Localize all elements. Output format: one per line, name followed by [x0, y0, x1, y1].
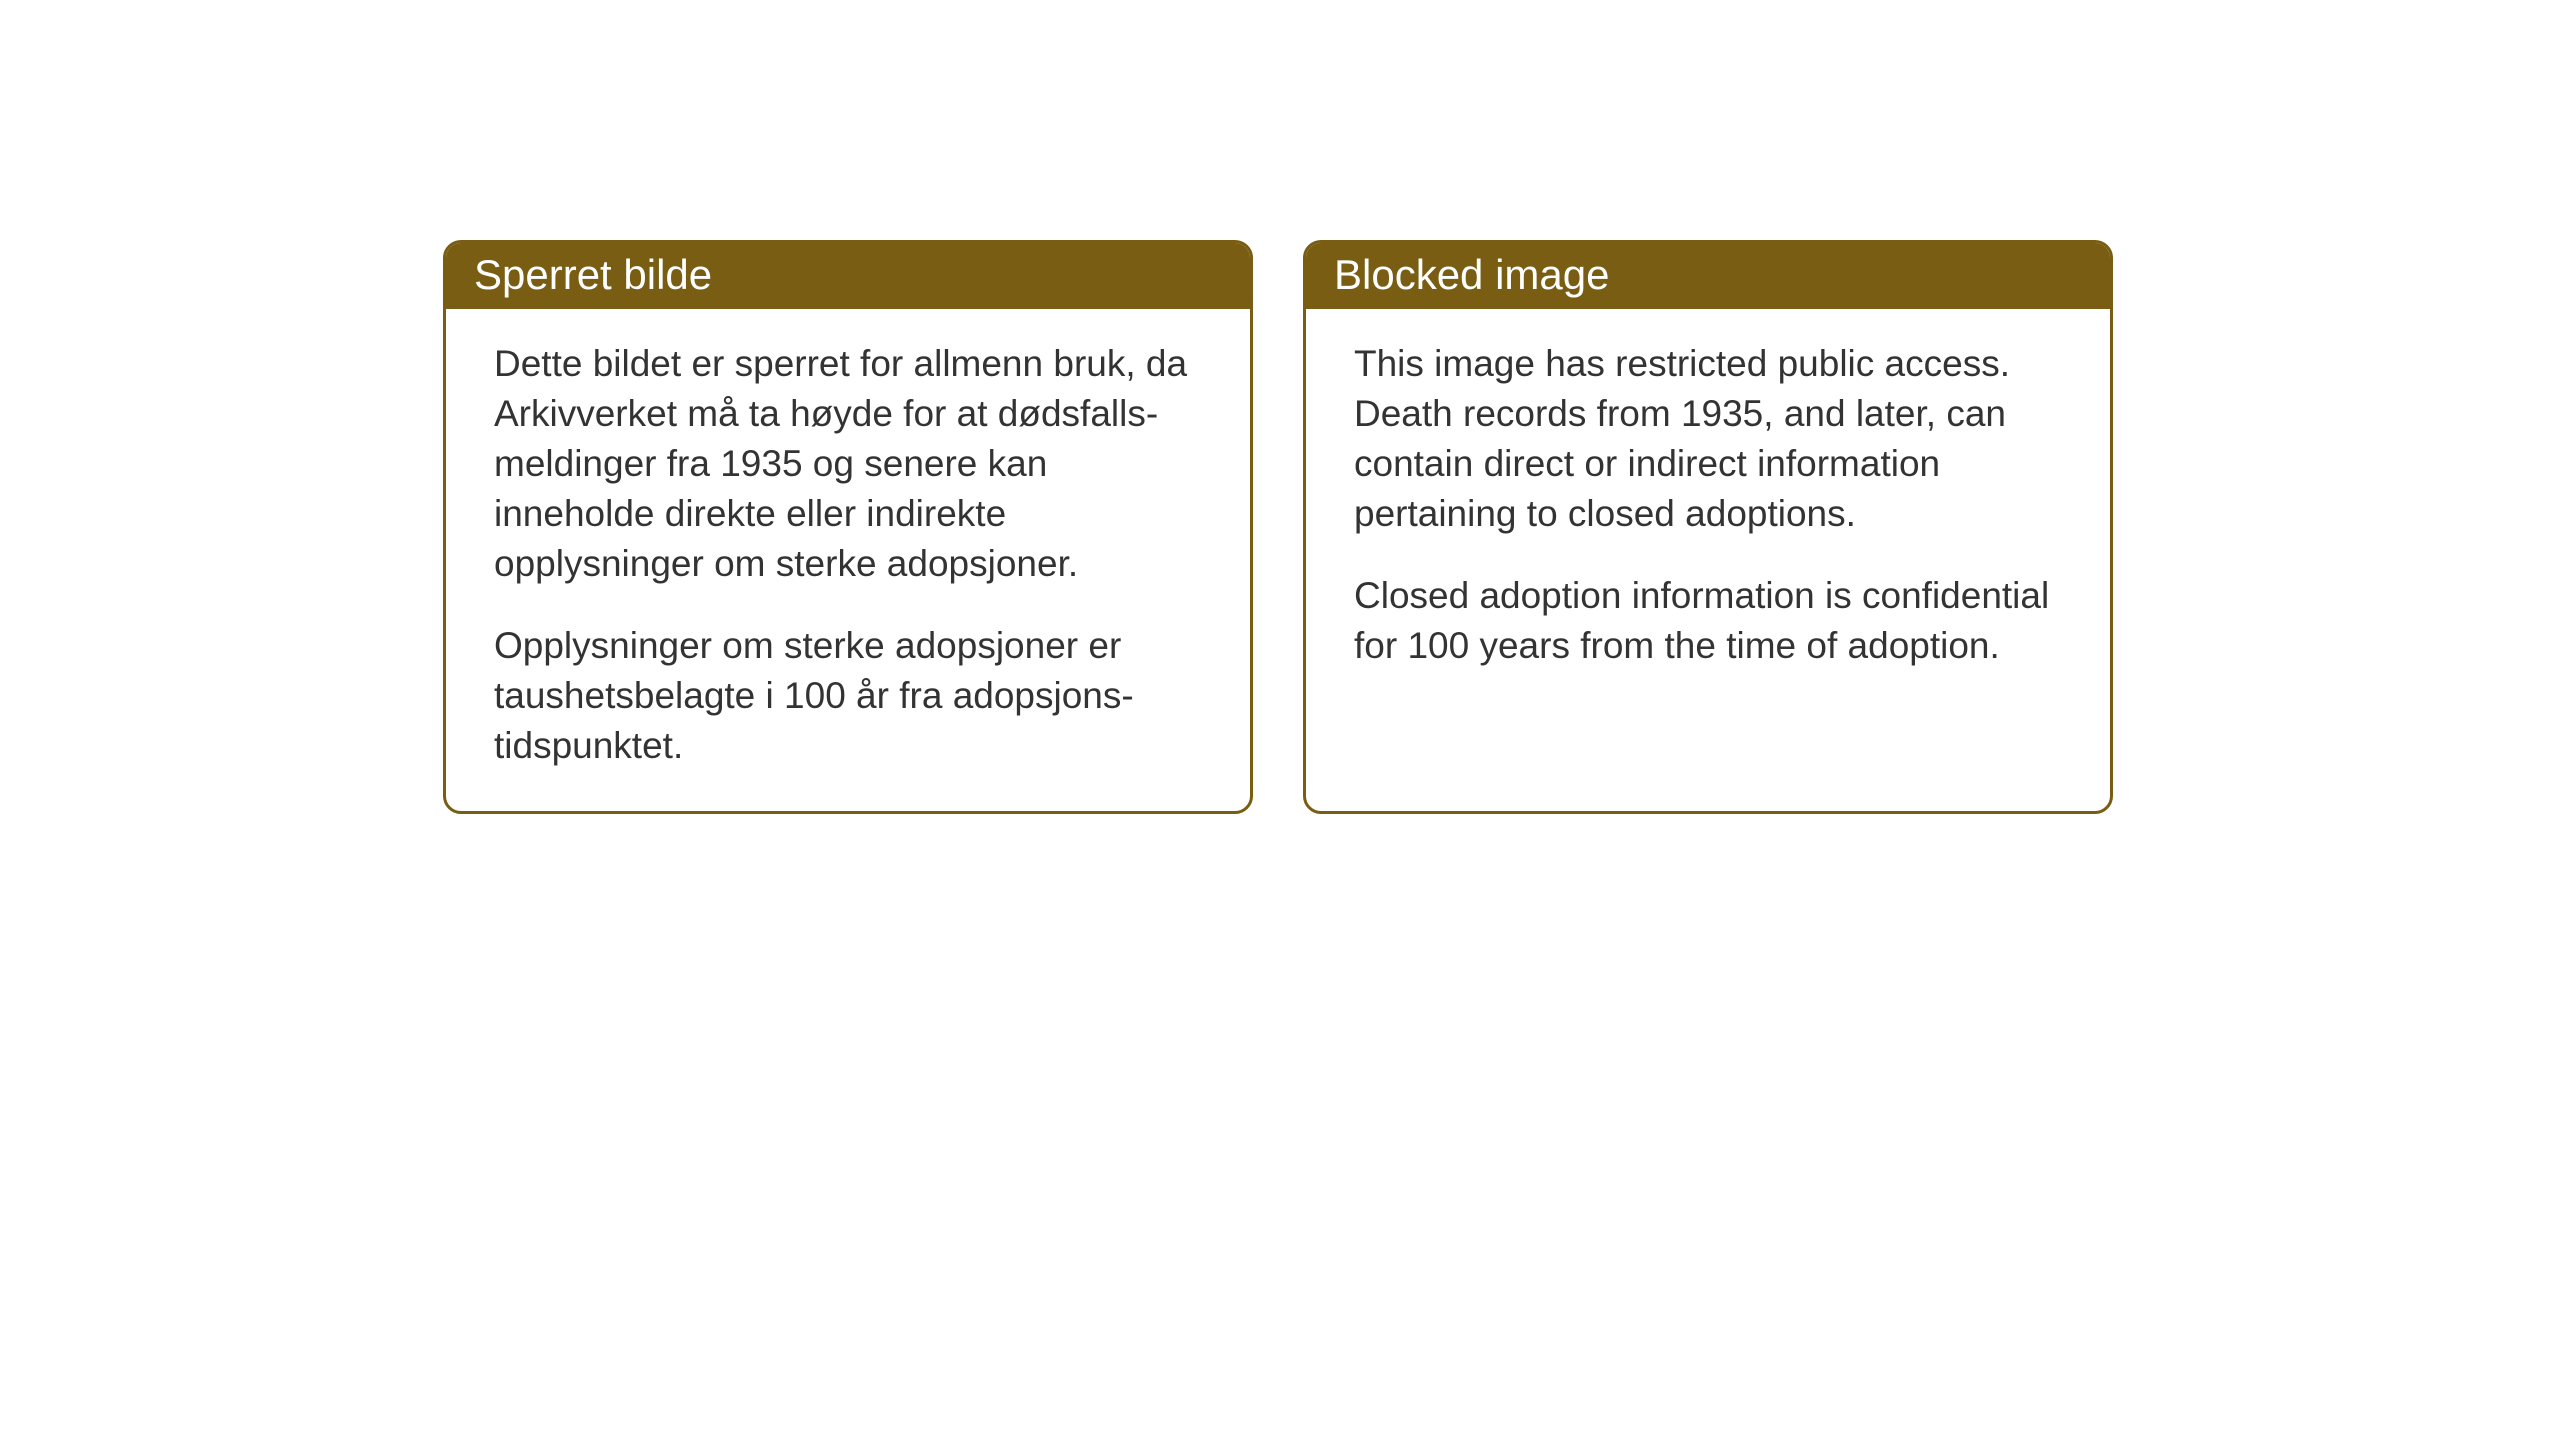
paragraph-1-english: This image has restricted public access.…	[1354, 339, 2062, 539]
paragraph-2-norwegian: Opplysninger om sterke adopsjoner er tau…	[494, 621, 1202, 771]
paragraph-2-english: Closed adoption information is confident…	[1354, 571, 2062, 671]
notice-card-norwegian: Sperret bilde Dette bildet er sperret fo…	[443, 240, 1253, 814]
card-body-english: This image has restricted public access.…	[1306, 309, 2110, 711]
card-body-norwegian: Dette bildet er sperret for allmenn bruk…	[446, 309, 1250, 811]
notice-container: Sperret bilde Dette bildet er sperret fo…	[443, 240, 2113, 814]
notice-card-english: Blocked image This image has restricted …	[1303, 240, 2113, 814]
card-title-english: Blocked image	[1306, 243, 2110, 309]
paragraph-1-norwegian: Dette bildet er sperret for allmenn bruk…	[494, 339, 1202, 589]
card-title-norwegian: Sperret bilde	[446, 243, 1250, 309]
